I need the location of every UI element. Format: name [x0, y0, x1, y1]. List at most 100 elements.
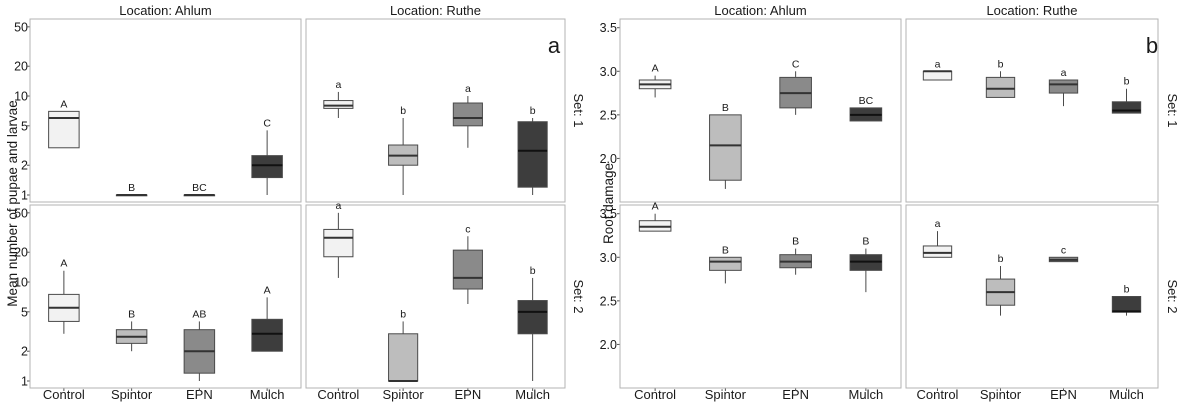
box-epn: a [452, 83, 483, 148]
box-body [709, 114, 742, 181]
panel-border [905, 204, 1159, 389]
significance-letter: b [400, 105, 406, 117]
significance-letter: A [652, 63, 659, 75]
chart-a: Location: Ahlum Location: Ruthe Set: 1 Set:… [5, 3, 586, 402]
y-axis-label: Mean number of pupae and larvae [5, 100, 20, 306]
significance-letter: C [792, 58, 800, 70]
panel-border [619, 18, 902, 203]
significance-letter: b [530, 105, 536, 117]
panel-label: b [1146, 33, 1158, 58]
box-body [517, 121, 548, 188]
x-tick-label: Control [43, 387, 85, 402]
box-spintor: B [115, 182, 148, 197]
box-control: a [922, 58, 953, 81]
box-spintor: B [709, 244, 742, 284]
facet-row-title: Set: 2 [1165, 280, 1180, 314]
facet-column-title: Location: Ruthe [986, 3, 1077, 18]
significance-letter: a [335, 79, 341, 91]
y-tick-label: 2.5 [600, 294, 617, 308]
y-tick-label: 3.5 [600, 207, 617, 221]
significance-letter: BC [192, 182, 207, 194]
y-tick-label: 5 [21, 119, 28, 133]
y-tick-label: 5 [21, 305, 28, 319]
box-control: a [323, 79, 354, 118]
panel-border [305, 18, 566, 203]
x-tick-label: EPN [455, 387, 482, 402]
significance-letter: B [722, 102, 729, 114]
box-spintor: b [985, 253, 1016, 316]
facet-panel: A B B B [619, 201, 902, 389]
x-tick-label: Mulch [1109, 387, 1144, 402]
box-body [251, 155, 283, 179]
box-control: a [323, 200, 354, 278]
panel-border [619, 204, 902, 389]
significance-letter: B [722, 244, 729, 256]
facet-row-title: Set: 2 [571, 280, 586, 314]
x-tick-label: Spintor [111, 387, 153, 402]
x-tick-label: Control [317, 387, 359, 402]
significance-letter: BC [859, 95, 874, 107]
box-mulch: BC [849, 95, 883, 122]
significance-letter: a [935, 58, 941, 70]
y-tick-label: 3.0 [600, 65, 617, 79]
significance-letter: c [465, 223, 470, 235]
panel-border [905, 18, 1159, 203]
significance-letter: A [652, 201, 659, 213]
box-mulch: b [1111, 284, 1142, 316]
significance-letter: b [1124, 76, 1130, 88]
box-body [922, 70, 953, 81]
box-body [709, 256, 742, 271]
y-tick-label: 10 [14, 276, 28, 290]
box-spintor: b [388, 105, 419, 196]
x-tick-label: Control [634, 387, 676, 402]
significance-letter: b [530, 265, 536, 277]
y-tick-label: 50 [14, 20, 28, 34]
facet-panel: A B BC C [29, 18, 302, 203]
facet-panel: a b c b [305, 200, 566, 389]
box-body [452, 102, 483, 127]
box-body [452, 249, 483, 290]
significance-letter: a [935, 218, 941, 230]
box-body [323, 228, 354, 258]
y-tick-label: 1 [21, 189, 28, 203]
box-body [985, 76, 1016, 98]
significance-letter: b [998, 253, 1004, 265]
box-body [251, 318, 283, 352]
box-mulch: b [1111, 76, 1142, 114]
y-axis-label: Root damage [601, 163, 616, 244]
box-epn: C [779, 58, 812, 115]
significance-letter: c [1061, 244, 1066, 256]
facet-panel: a b a b [305, 18, 566, 203]
box-epn: a [1048, 67, 1079, 107]
facet-row-title: Set: 1 [1165, 94, 1180, 128]
box-body [388, 333, 419, 382]
box-mulch: b [517, 265, 548, 382]
box-mulch: A [251, 284, 283, 352]
box-spintor: b [985, 58, 1016, 98]
x-tick-label: Mulch [515, 387, 550, 402]
significance-letter: B [128, 182, 135, 194]
y-tick-label: 3.5 [600, 21, 617, 35]
significance-letter: AB [192, 308, 206, 320]
x-tick-label: Spintor [705, 387, 747, 402]
box-control: A [48, 98, 80, 149]
facet-panel: AB ABA [29, 204, 302, 389]
box-mulch: C [251, 117, 283, 196]
facet-panel: a b c b [905, 204, 1159, 389]
x-tick-label: EPN [186, 387, 213, 402]
box-body [323, 100, 354, 109]
significance-letter: B [128, 308, 135, 320]
y-tick-label: 3.0 [600, 251, 617, 265]
box-control: A [48, 258, 80, 334]
significance-letter: a [465, 83, 471, 95]
panel-border [29, 18, 302, 203]
box-epn: c [452, 223, 483, 304]
box-epn: B [779, 236, 812, 275]
panel-border [305, 204, 566, 389]
y-tick-label: 2.5 [600, 108, 617, 122]
box-control: A [638, 201, 672, 232]
y-tick-label: 2 [21, 159, 28, 173]
x-tick-label: EPN [782, 387, 809, 402]
significance-letter: B [862, 236, 869, 248]
